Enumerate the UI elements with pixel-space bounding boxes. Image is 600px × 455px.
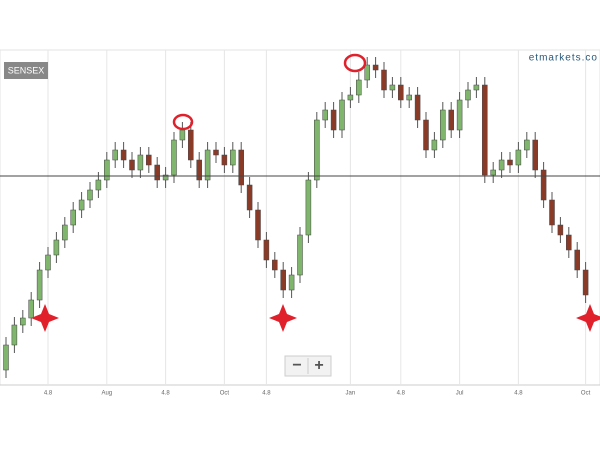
candle-body <box>179 129 186 141</box>
candle-body <box>398 84 404 101</box>
candle-body <box>11 324 18 346</box>
candle-body <box>53 239 60 256</box>
candle-body <box>566 234 572 251</box>
candle-body <box>230 149 236 166</box>
x-tick-label: Oct <box>581 391 591 397</box>
candle-body <box>389 84 396 91</box>
candle-body <box>330 109 337 131</box>
candle-body <box>221 154 228 166</box>
candle-body <box>272 259 278 271</box>
candle-body <box>87 189 93 201</box>
candle-body <box>120 149 127 161</box>
plot: 4.8 Aug 4.8 Oct 4.8 Jan 4.8 Jul 4.8 Oct <box>0 50 600 397</box>
candle-body <box>3 344 9 371</box>
candle-body <box>549 199 555 226</box>
candle-body <box>364 64 370 81</box>
badge: SENSEX <box>8 65 45 75</box>
x-tick-label: 4.8 <box>44 391 53 397</box>
zoom-out-button[interactable]: − <box>292 357 301 374</box>
candle-body <box>213 149 219 156</box>
candle-body <box>104 159 110 181</box>
candle-body <box>431 139 438 151</box>
candle-body <box>482 84 488 176</box>
candle-body <box>414 94 421 121</box>
candle-body <box>129 159 135 171</box>
candle-body <box>188 129 194 161</box>
zoom-control: − + <box>284 355 332 377</box>
candle-body <box>515 149 522 166</box>
candle-body <box>297 234 303 276</box>
candle-body <box>381 69 387 91</box>
candle-body <box>196 159 202 181</box>
circle-marker <box>343 53 367 73</box>
candle-body <box>574 249 580 271</box>
watermark: etmarkets.co <box>529 53 598 64</box>
candle-body <box>557 224 564 236</box>
candle-body <box>280 269 286 291</box>
star-marker <box>576 304 600 332</box>
candle-body <box>288 274 295 291</box>
zoom-in-button[interactable]: + <box>314 357 323 374</box>
candle-body <box>263 239 270 261</box>
candle-body <box>498 159 505 171</box>
candle-body <box>456 99 463 131</box>
circle-marker <box>172 113 194 131</box>
annotations <box>31 53 600 332</box>
candle-body <box>45 254 51 271</box>
candle-body <box>28 299 34 319</box>
candle-body <box>62 224 68 241</box>
candle-body <box>36 269 43 301</box>
star-marker <box>31 304 59 332</box>
candle-body <box>507 159 513 166</box>
candle-body <box>171 139 177 176</box>
candle-body <box>162 174 169 181</box>
x-tick-label: 4.8 <box>397 391 406 397</box>
candle-body <box>423 119 429 151</box>
candle-body <box>372 64 379 71</box>
candle-body <box>440 109 446 141</box>
candle-body <box>78 199 85 211</box>
candle-body <box>238 149 244 186</box>
candle-body <box>255 209 261 241</box>
x-tick-label: Aug <box>101 391 112 397</box>
x-tick-label: Oct <box>220 391 230 397</box>
x-tick-label: 4.8 <box>514 391 523 397</box>
candle-body <box>154 164 160 181</box>
candle-body <box>112 149 118 161</box>
candle-body <box>473 84 480 91</box>
candle-body <box>524 139 530 151</box>
x-tick-label: Jul <box>456 391 464 397</box>
x-tick-label: 4.8 <box>161 391 170 397</box>
candle-body <box>532 139 538 171</box>
x-tick-label: Jan <box>346 391 356 397</box>
candle-body <box>204 149 211 181</box>
candle-body <box>347 94 354 101</box>
star-marker <box>269 304 297 332</box>
candle-body <box>95 179 102 191</box>
candle-body <box>356 79 362 96</box>
candle-body <box>314 119 320 181</box>
candle-body <box>406 94 412 101</box>
candle-body <box>540 169 547 201</box>
x-tick-label: 4.8 <box>262 391 271 397</box>
candle-body <box>448 109 454 131</box>
candle-body <box>20 317 26 326</box>
candle-body <box>490 169 496 176</box>
candle-body <box>582 269 589 296</box>
candle-body <box>246 184 253 211</box>
candle-body <box>137 154 144 171</box>
candle-body <box>465 89 471 101</box>
candle-body <box>146 154 152 166</box>
badge-box <box>4 62 48 79</box>
candle-body <box>305 179 312 236</box>
candle-body <box>339 99 345 131</box>
candle-body <box>322 109 328 121</box>
candle-body <box>70 209 76 226</box>
